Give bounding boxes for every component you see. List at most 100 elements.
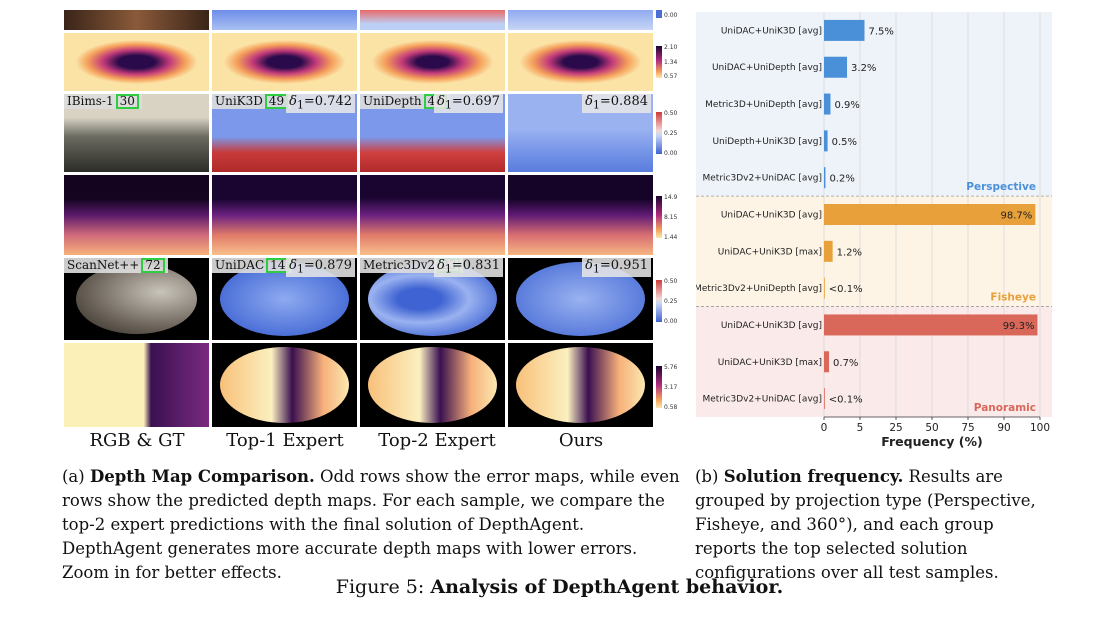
bar-category-label: UniDAC+UniK3D [avg] xyxy=(721,26,822,36)
colorbar-tick: 0.50 xyxy=(664,110,678,117)
error-map xyxy=(360,10,505,30)
depth-map xyxy=(212,33,357,91)
error-map: UniK3D 49 δ1=0.742 xyxy=(212,94,357,172)
rgb-image: ScanNet++ 72 xyxy=(64,258,209,340)
bar-category-label: UniDAC+UniK3D [max] xyxy=(718,247,822,257)
error-map: Metric3Dv223 δ1=0.831 xyxy=(360,258,505,340)
bar-category-label: UniDAC+UniDepth [avg] xyxy=(712,63,822,73)
delta-metric: δ1=0.742 xyxy=(286,94,355,113)
colorbar-tick: 0.00 xyxy=(664,318,678,325)
error-map xyxy=(212,10,357,30)
error-map: UniDAC 14 δ1=0.879 xyxy=(212,258,357,340)
bar-category-label: UniDAC+UniK3D [avg] xyxy=(721,321,822,331)
column-header: Ours xyxy=(558,430,604,451)
colorbar-tick: 0.25 xyxy=(664,298,678,305)
bar-value-label: <0.1% xyxy=(829,395,863,406)
colorbar-tick: 2.10 xyxy=(664,44,678,51)
bar xyxy=(824,167,826,189)
bar-chart-svg: UniDAC+UniK3D [avg] 7.5% UniDAC+UniDepth [… xyxy=(694,12,1052,449)
rank-badge: 72 xyxy=(141,258,165,273)
delta-metric: δ1=0.951 xyxy=(582,258,651,277)
x-tick-label: 90 xyxy=(997,422,1010,434)
bar-category-label: UniDepth+UniK3D [avg] xyxy=(712,137,822,147)
caption-a: (a) Depth Map Comparison. Odd rows show … xyxy=(62,465,686,585)
bar-value-label: 0.9% xyxy=(834,100,859,111)
x-tick-label: 0 xyxy=(821,422,828,434)
colorbar-tick: 14.9 xyxy=(664,194,678,201)
rank-badge: 49 xyxy=(264,94,289,109)
depth-map xyxy=(360,33,505,91)
colorbar-tick: 0.57 xyxy=(664,73,678,80)
expert-label: UniDAC 14 xyxy=(212,258,293,273)
error-map: UniDepth48 δ1=0.697 xyxy=(360,94,505,172)
error-map: δ1=0.884 xyxy=(508,94,653,172)
bar-value-label: 0.7% xyxy=(833,358,858,369)
bar-category-label: Metric3D+UniDepth [avg] xyxy=(705,100,822,110)
bar-category-label: Metric3Dv2+UniDAC [avg] xyxy=(702,395,822,405)
gt-depth-map xyxy=(64,175,209,255)
bar-value-label: 98.7% xyxy=(1001,211,1033,222)
colorbar-tick: 3.17 xyxy=(664,384,678,391)
colorbar-tick: 1.44 xyxy=(664,234,678,241)
bar xyxy=(824,240,833,262)
column-header: Top-2 Expert xyxy=(378,430,496,451)
caption-a-text: Odd rows show the error maps, while even… xyxy=(62,467,680,582)
caption-a-bold: Depth Map Comparison. xyxy=(89,467,315,486)
gt-depth-map xyxy=(64,343,209,427)
colorbar-tick: 1.34 xyxy=(664,59,678,66)
bar xyxy=(824,93,831,115)
bar-value-label: <0.1% xyxy=(829,284,863,295)
depth-colorbar xyxy=(656,46,662,78)
column-header: Top-1 Expert xyxy=(226,430,344,451)
delta-metric: δ1=0.831 xyxy=(434,258,503,277)
colorbar-tick: 0.00 xyxy=(664,12,678,19)
error-colorbar xyxy=(656,280,662,322)
error-map: δ1=0.951 xyxy=(508,258,653,340)
bar xyxy=(824,204,1036,225)
image-comparison-grid: 0.00 2.10 1.34 0.57 IBims-1 30 UniK3D 49 δ… xyxy=(64,10,694,428)
bar-value-label: 0.2% xyxy=(829,174,854,185)
depth-map xyxy=(508,33,653,91)
figure-label: Figure 5: xyxy=(335,576,431,598)
group-name-label: Perspective xyxy=(966,181,1036,193)
colorbar-tick: 5.76 xyxy=(664,364,678,371)
bar xyxy=(824,277,825,299)
bar xyxy=(824,351,830,373)
figure-caption: Figure 5: Analysis of DepthAgent behavio… xyxy=(0,576,1119,598)
solution-frequency-chart: UniDAC+UniK3D [avg] 7.5% UniDAC+UniDepth [… xyxy=(694,10,1052,450)
bar-value-label: 0.5% xyxy=(832,137,857,148)
group-name-label: Fisheye xyxy=(990,292,1036,304)
x-tick-label: 25 xyxy=(889,422,902,434)
caption-a-label: (a) xyxy=(62,467,85,486)
depth-map xyxy=(360,343,505,427)
bar xyxy=(824,314,1038,336)
depth-map xyxy=(212,343,357,427)
bar xyxy=(824,130,828,152)
bar-category-label: UniDAC+UniK3D [avg] xyxy=(721,211,822,221)
depth-map xyxy=(508,343,653,427)
error-colorbar xyxy=(656,112,662,154)
depth-map xyxy=(212,175,357,255)
expert-label: UniK3D 49 xyxy=(212,94,292,109)
bar-category-label: UniDAC+UniK3D [max] xyxy=(718,358,822,368)
bar-value-label: 1.2% xyxy=(837,247,862,258)
x-tick-label: 5 xyxy=(857,422,864,434)
delta-metric: δ1=0.697 xyxy=(434,94,503,113)
delta-metric: δ1=0.879 xyxy=(286,258,355,277)
rgb-image xyxy=(64,10,209,30)
x-tick-label: 75 xyxy=(961,422,974,434)
colorbar-tick: 0.50 xyxy=(664,278,678,285)
rank-badge: 30 xyxy=(115,94,139,109)
caption-b-text: Results are grouped by projection type (… xyxy=(695,467,1036,582)
error-map xyxy=(508,10,653,30)
gt-depth-map xyxy=(64,33,209,91)
bar-value-label: 3.2% xyxy=(851,63,876,74)
bar-category-label: Metric3Dv2+UniDAC [avg] xyxy=(702,174,822,184)
x-tick-label: 50 xyxy=(925,422,938,434)
depth-map xyxy=(360,175,505,255)
bar xyxy=(824,388,825,410)
figure-title: Analysis of DepthAgent behavior. xyxy=(430,576,784,598)
bar-value-label: 99.3% xyxy=(1003,321,1035,332)
error-colorbar xyxy=(656,10,662,18)
bar xyxy=(824,56,848,78)
